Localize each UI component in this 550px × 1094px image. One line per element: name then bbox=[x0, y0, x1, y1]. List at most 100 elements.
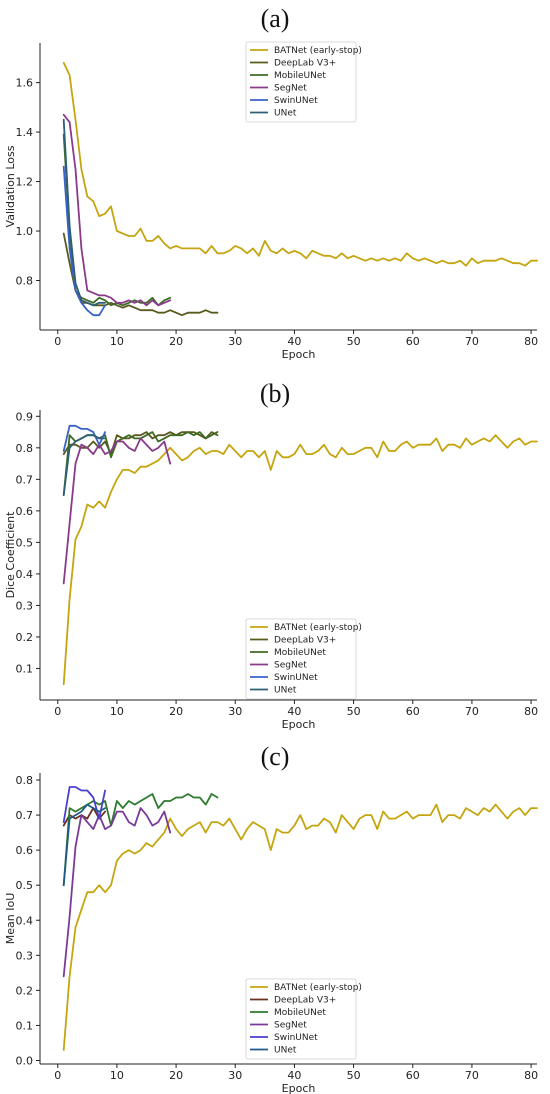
panel-label-c: (c) bbox=[260, 742, 290, 771]
series-line-mobileunet bbox=[62, 793, 219, 887]
x-tick-label: 0 bbox=[54, 1069, 61, 1082]
y-tick-label: 0.8 bbox=[16, 275, 34, 288]
series-line-unet bbox=[62, 803, 106, 887]
x-tick-label: 0 bbox=[54, 705, 61, 718]
y-tick-label: 0.9 bbox=[16, 410, 34, 423]
legend-box bbox=[245, 978, 357, 1060]
legend-entry: UNet bbox=[274, 1046, 297, 1056]
y-tick-label: 1.2 bbox=[16, 176, 34, 189]
legend: BATNet (early-stop) DeepLab V3+ MobileUNet… bbox=[245, 618, 362, 700]
series-line-deeplab-v3 bbox=[62, 431, 219, 456]
x-tick-label: 60 bbox=[406, 335, 420, 348]
y-tick-label: 0.1 bbox=[16, 1019, 34, 1032]
y-tick-label: 0.6 bbox=[16, 505, 34, 518]
legend-entry: DeepLab V3+ bbox=[274, 996, 336, 1006]
series-line-unet bbox=[62, 118, 106, 307]
x-tick-label: 80 bbox=[524, 335, 538, 348]
legend: BATNet (early-stop) DeepLab V3+ MobileUNet… bbox=[245, 41, 362, 123]
series-line-swinunet bbox=[62, 786, 106, 823]
x-tick-label: 70 bbox=[465, 1069, 479, 1082]
x-tick-label: 20 bbox=[169, 335, 183, 348]
series-line-segnet bbox=[62, 807, 172, 978]
y-tick-label: 0.5 bbox=[16, 536, 34, 549]
y-tick-label: 1.6 bbox=[16, 77, 34, 90]
x-tick-label: 40 bbox=[287, 1069, 301, 1082]
legend-entry: DeepLab V3+ bbox=[274, 636, 336, 646]
y-tick-label: 1.4 bbox=[16, 126, 34, 139]
x-tick-label: 10 bbox=[110, 335, 124, 348]
x-tick-label: 50 bbox=[347, 335, 361, 348]
legend-entry: SegNet bbox=[274, 84, 307, 94]
legend: BATNet (early-stop) DeepLab V3+ MobileUNet… bbox=[245, 978, 362, 1060]
y-tick-label: 0.6 bbox=[16, 844, 34, 857]
legend-entry: UNet bbox=[274, 109, 297, 119]
x-tick-label: 10 bbox=[110, 705, 124, 718]
y-tick-label: 0.4 bbox=[16, 914, 34, 927]
x-tick-label: 30 bbox=[228, 1069, 242, 1082]
series-line-swinunet bbox=[62, 165, 106, 317]
y-tick-label: 0.4 bbox=[16, 568, 34, 581]
x-tick-label: 30 bbox=[228, 335, 242, 348]
chart-panel-b: 0 10 20 30 40 50 60 70 80 0.1 0.2 0.3 0.4 0.5 0.6 0.7 0.… bbox=[4, 410, 538, 731]
x-tick-label: 20 bbox=[169, 1069, 183, 1082]
series-line-segnet bbox=[62, 437, 172, 585]
y-tick-label: 0.0 bbox=[16, 1054, 34, 1067]
x-tick-label: 50 bbox=[347, 705, 361, 718]
y-tick-label: 0.1 bbox=[16, 662, 34, 675]
legend-entry: UNet bbox=[274, 686, 297, 696]
x-tick-label: 80 bbox=[524, 1069, 538, 1082]
legend-entry: SegNet bbox=[274, 1021, 307, 1031]
y-axis-label: Validation Loss bbox=[4, 145, 17, 227]
x-axis-label: Epoch bbox=[282, 718, 316, 731]
y-tick-label: 0.3 bbox=[16, 949, 34, 962]
series-line-batnet-early-stop bbox=[62, 434, 538, 686]
x-tick-label: 60 bbox=[406, 1069, 420, 1082]
x-tick-label: 70 bbox=[465, 335, 479, 348]
x-tick-label: 50 bbox=[347, 1069, 361, 1082]
legend-box bbox=[245, 618, 357, 700]
y-tick-label: 0.2 bbox=[16, 984, 34, 997]
series-line-unet bbox=[62, 434, 106, 497]
series-line-batnet-early-stop bbox=[62, 61, 538, 267]
y-tick-label: 0.8 bbox=[16, 774, 34, 787]
legend-entry: SegNet bbox=[274, 661, 307, 671]
y-tick-label: 0.5 bbox=[16, 879, 34, 892]
x-tick-label: 70 bbox=[465, 705, 479, 718]
legend-entry: MobileUNet bbox=[274, 1008, 326, 1018]
legend-entry: SwinUNet bbox=[274, 673, 318, 683]
x-tick-label: 20 bbox=[169, 705, 183, 718]
series-line-batnet-early-stop bbox=[62, 803, 538, 1051]
y-axis-label: Mean IoU bbox=[4, 893, 17, 945]
x-tick-label: 10 bbox=[110, 1069, 124, 1082]
y-axis-label: Dice Coefficient bbox=[4, 511, 17, 598]
x-tick-label: 80 bbox=[524, 705, 538, 718]
legend-entry: SwinUNet bbox=[274, 1033, 318, 1043]
x-axis-label: Epoch bbox=[282, 1082, 316, 1094]
x-tick-label: 30 bbox=[228, 705, 242, 718]
x-tick-label: 40 bbox=[287, 705, 301, 718]
legend-entry: BATNet (early-stop) bbox=[274, 983, 362, 993]
y-tick-label: 0.2 bbox=[16, 631, 34, 644]
panel-label-b: (b) bbox=[259, 379, 291, 408]
panel-label-a: (a) bbox=[260, 4, 290, 33]
series-line-segnet bbox=[62, 113, 172, 307]
legend-entry: DeepLab V3+ bbox=[274, 59, 336, 69]
y-tick-label: 0.7 bbox=[16, 809, 34, 822]
chart-panel-a: 0 10 20 30 40 50 60 70 80 0.8 1.0 1.2 1.4 1.6 Epoch Val… bbox=[4, 41, 538, 361]
legend-entry: BATNet (early-stop) bbox=[274, 623, 362, 633]
x-tick-label: 60 bbox=[406, 705, 420, 718]
x-axis-label: Epoch bbox=[282, 348, 316, 361]
legend-entry: MobileUNet bbox=[274, 648, 326, 658]
y-tick-label: 0.3 bbox=[16, 599, 34, 612]
legend-entry: SwinUNet bbox=[274, 96, 318, 106]
x-tick-label: 40 bbox=[287, 335, 301, 348]
y-tick-label: 0.7 bbox=[16, 473, 34, 486]
y-tick-label: 1.0 bbox=[16, 225, 34, 238]
legend-entry: BATNet (early-stop) bbox=[274, 46, 362, 56]
series-line-swinunet bbox=[62, 424, 106, 452]
x-tick-label: 0 bbox=[54, 335, 61, 348]
legend-entry: MobileUNet bbox=[274, 71, 326, 81]
y-tick-label: 0.8 bbox=[16, 442, 34, 455]
legend-box bbox=[245, 41, 357, 123]
